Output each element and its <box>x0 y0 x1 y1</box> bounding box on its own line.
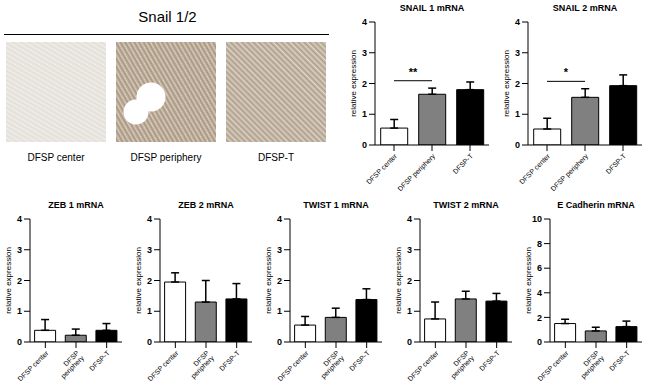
svg-text:2: 2 <box>147 276 152 286</box>
svg-text:8: 8 <box>537 239 542 249</box>
svg-text:relative expression: relative expression <box>134 247 143 314</box>
svg-text:**: ** <box>409 66 418 78</box>
svg-text:relative expression: relative expression <box>264 247 273 314</box>
svg-text:4: 4 <box>17 214 22 224</box>
svg-text:3: 3 <box>362 48 367 58</box>
svg-text:0: 0 <box>362 140 367 150</box>
html-text:SNAIL 1 mRNA: SNAIL 1 mRNA <box>399 3 465 13</box>
html-text:TWIST 2 mRNA: TWIST 2 mRNA <box>433 200 499 210</box>
svg-text:4: 4 <box>362 17 367 27</box>
html-text:Snail 1/2: Snail 1/2 <box>138 8 197 25</box>
svg-text:0: 0 <box>407 337 412 347</box>
svg-text:1: 1 <box>147 306 152 316</box>
svg-text:*: * <box>564 66 569 78</box>
svg-text:2: 2 <box>277 276 282 286</box>
svg-text:4: 4 <box>407 214 412 224</box>
svg-text:2: 2 <box>515 79 520 89</box>
svg-text:0: 0 <box>277 337 282 347</box>
html-text:E Cadherin mRNA: E Cadherin mRNA <box>557 200 635 210</box>
svg-text:0: 0 <box>17 337 22 347</box>
svg-text:2: 2 <box>407 276 412 286</box>
svg-text:0: 0 <box>515 140 520 150</box>
html-text:ZEB 2 mRNA: ZEB 2 mRNA <box>178 200 234 210</box>
svg-text:relative expression: relative expression <box>4 247 13 314</box>
svg-text:2: 2 <box>537 313 542 323</box>
svg-text:DFSP center: DFSP center <box>16 349 50 383</box>
svg-text:2: 2 <box>17 276 22 286</box>
svg-text:DFSP periphery: DFSP periphery <box>396 152 437 193</box>
svg-text:1: 1 <box>407 306 412 316</box>
svg-text:DFSP-T: DFSP-T <box>608 349 631 372</box>
svg-text:6: 6 <box>537 263 542 273</box>
svg-text:DFSP center: DFSP center <box>518 152 552 186</box>
svg-text:3: 3 <box>277 245 282 255</box>
svg-text:4: 4 <box>147 214 152 224</box>
svg-text:DFSP-T: DFSP-T <box>478 349 501 372</box>
html-text:DFSP-T: DFSP-T <box>257 152 294 163</box>
svg-text:0: 0 <box>147 337 152 347</box>
svg-text:DFSP-T: DFSP-T <box>604 152 627 175</box>
html-text:TWIST 1 mRNA: TWIST 1 mRNA <box>303 200 369 210</box>
svg-text:DFSPperiphery: DFSPperiphery <box>55 349 87 381</box>
svg-text:2: 2 <box>362 79 367 89</box>
svg-text:0: 0 <box>537 337 542 347</box>
svg-text:DFSP-T: DFSP-T <box>348 349 371 372</box>
svg-text:DFSPperiphery: DFSPperiphery <box>575 349 607 381</box>
svg-text:relative expression: relative expression <box>349 50 358 117</box>
svg-text:DFSP-T: DFSP-T <box>218 349 241 372</box>
svg-text:DFSP center: DFSP center <box>146 349 180 383</box>
svg-text:relative expression: relative expression <box>394 247 403 314</box>
svg-text:DFSPperiphery: DFSPperiphery <box>315 349 347 381</box>
svg-text:DFSP center: DFSP center <box>536 349 570 383</box>
svg-text:3: 3 <box>515 48 520 58</box>
svg-text:1: 1 <box>277 306 282 316</box>
svg-text:DFSPperiphery: DFSPperiphery <box>445 349 477 381</box>
svg-text:3: 3 <box>17 245 22 255</box>
svg-text:DFSP-T: DFSP-T <box>88 349 111 372</box>
svg-text:DFSP-T: DFSP-T <box>451 152 474 175</box>
svg-text:relative expression: relative expression <box>524 247 533 314</box>
html-text:ZEB 1 mRNA: ZEB 1 mRNA <box>48 200 104 210</box>
html-text:DFSP periphery: DFSP periphery <box>130 152 202 163</box>
svg-text:4: 4 <box>537 288 542 298</box>
svg-text:1: 1 <box>17 306 22 316</box>
svg-text:DFSP center: DFSP center <box>276 349 310 383</box>
svg-text:3: 3 <box>407 245 412 255</box>
svg-text:3: 3 <box>147 245 152 255</box>
html-text:SNAIL 2 mRNA: SNAIL 2 mRNA <box>552 3 618 13</box>
svg-text:1: 1 <box>515 109 520 119</box>
svg-text:4: 4 <box>515 17 520 27</box>
svg-text:1: 1 <box>362 109 367 119</box>
svg-text:4: 4 <box>277 214 282 224</box>
svg-text:DFSP center: DFSP center <box>365 152 399 186</box>
html-text:DFSP center: DFSP center <box>27 152 85 163</box>
svg-text:DFSP center: DFSP center <box>406 349 440 383</box>
svg-text:10: 10 <box>532 214 542 224</box>
svg-text:relative expression: relative expression <box>502 50 511 117</box>
svg-text:DFSP periphery: DFSP periphery <box>549 152 590 193</box>
svg-text:DFSPperiphery: DFSPperiphery <box>185 349 217 381</box>
